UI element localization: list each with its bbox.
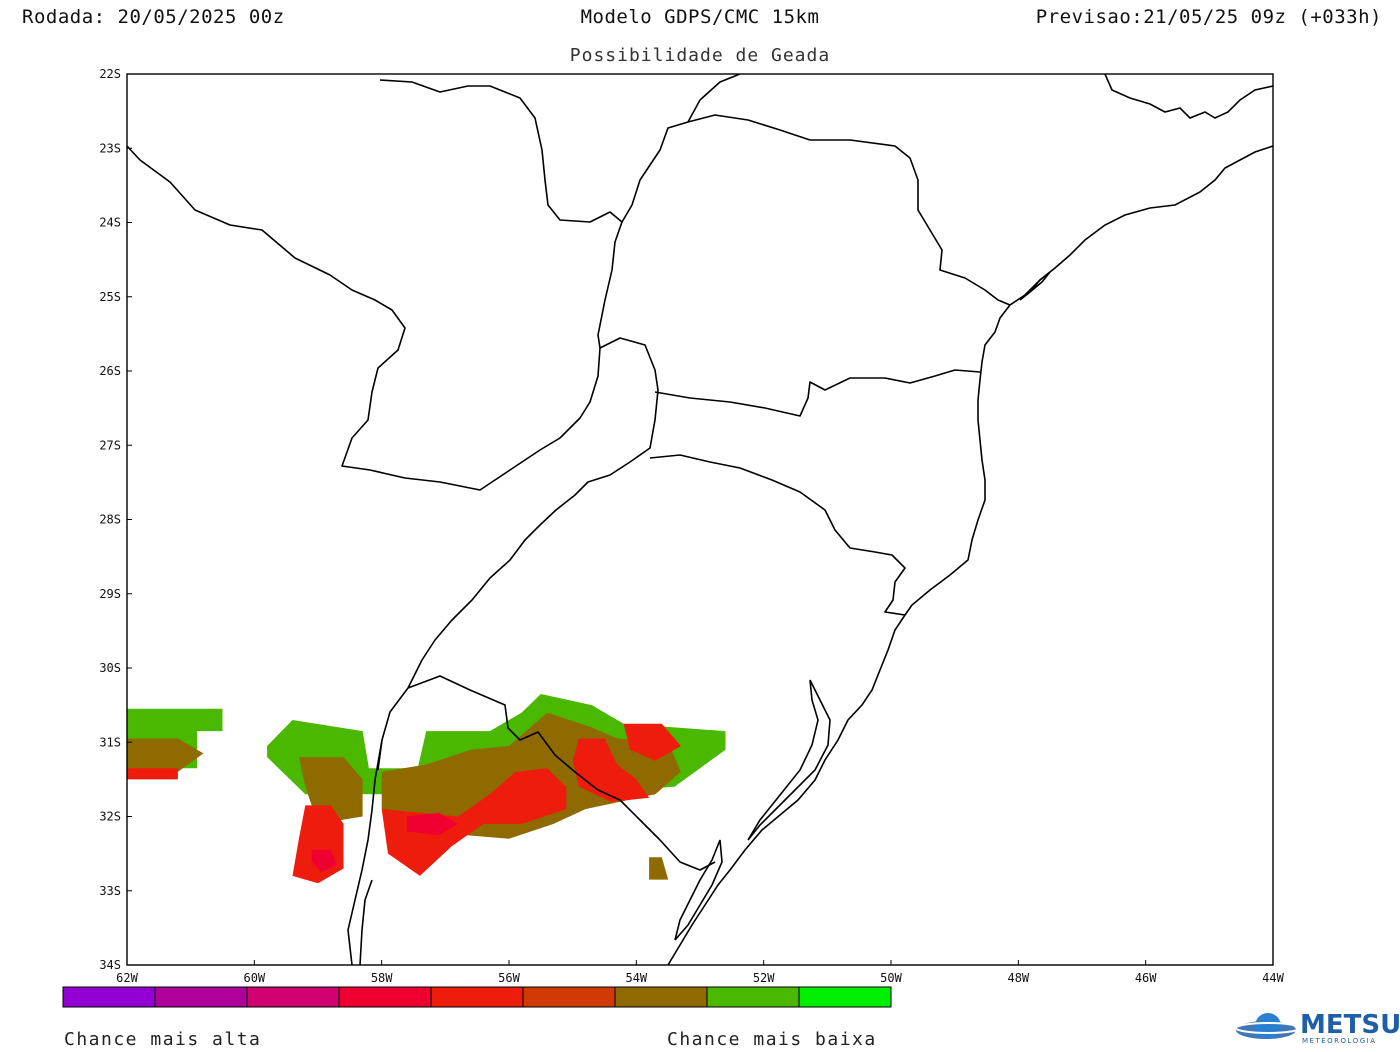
lat-tick-label: 23S (99, 141, 121, 155)
lat-tick-label: 27S (99, 438, 121, 452)
map-frame (126, 73, 1274, 966)
lon-tick-label: 60W (243, 971, 265, 985)
paranagua-coast (1019, 271, 1051, 301)
model-title: Modelo GDPS/CMC 15km (580, 6, 820, 28)
lon-tick-label: 56W (498, 971, 520, 985)
river-uruguay (347, 739, 383, 965)
colorbar-swatch (246, 986, 340, 1008)
lat-tick-label: 25S (99, 290, 121, 304)
border-paraguay-brazil (379, 79, 623, 349)
political-borders (127, 74, 1273, 965)
longitude-ticks: 62W 60W 58W 56W 54W 52W 50W 48W 46W 44W (116, 960, 1285, 985)
colorbar-swatch (798, 986, 892, 1008)
colorbar-swatch (706, 986, 800, 1008)
colorbar-swatch (430, 986, 524, 1008)
lat-tick-label: 31S (99, 735, 121, 749)
lat-tick-label: 28S (99, 513, 121, 527)
colorbar (62, 986, 892, 1008)
metsul-logo (1235, 1013, 1301, 1039)
frost-region-very-high (407, 812, 459, 836)
lat-tick-label: 26S (99, 364, 121, 378)
colorbar-swatch (614, 986, 708, 1008)
colorbar-swatch (338, 986, 432, 1008)
frost-region-mid (649, 857, 669, 880)
colorbar-swatch (62, 986, 156, 1008)
frost-region-very-high (311, 849, 338, 873)
lon-tick-label: 44W (1262, 971, 1284, 985)
lagoa-dos-patos (747, 679, 831, 841)
metsul-logo-subtext: METEOROLOGIA (1302, 1037, 1377, 1045)
frost-regions (127, 694, 726, 884)
lon-tick-label: 50W (880, 971, 902, 985)
map-subtitle: Possibilidade de Geada (569, 45, 831, 66)
lat-tick-label: 29S (99, 587, 121, 601)
frost-region-high (292, 805, 344, 884)
coastline (667, 74, 1273, 965)
border-misiones (377, 337, 659, 771)
lon-tick-label: 54W (625, 971, 647, 985)
river-plata (359, 879, 373, 965)
legend-label-low: Chance mais baixa (667, 1029, 877, 1050)
colorbar-swatch (522, 986, 616, 1008)
lon-tick-label: 62W (116, 971, 138, 985)
lon-tick-label: 52W (753, 971, 775, 985)
lon-tick-label: 46W (1135, 971, 1157, 985)
border-uruguay (407, 675, 716, 871)
border-brazil-ms-pr (621, 114, 1011, 306)
lon-tick-label: 48W (1007, 971, 1029, 985)
frost-region-high (381, 768, 567, 876)
border-brazil-north (687, 74, 741, 123)
legend-label-high: Chance mais alta (64, 1029, 262, 1050)
lat-tick-label: 33S (99, 884, 121, 898)
lat-tick-label: 24S (99, 216, 121, 230)
border-sc-rs (649, 454, 906, 616)
metsul-logo-text: METSUL (1300, 1010, 1400, 1040)
lat-tick-label: 34S (99, 958, 121, 972)
lat-tick-label: 22S (99, 67, 121, 81)
lagoa-mirim (674, 839, 723, 941)
forecast-time-label: Previsao:21/05/25 09z (+033h) (1035, 6, 1382, 28)
colorbar-swatch (154, 986, 248, 1008)
frost-region-mid (127, 738, 204, 772)
lon-tick-label: 58W (371, 971, 393, 985)
frost-region-high (623, 723, 681, 761)
lat-tick-label: 32S (99, 810, 121, 824)
border-paraguay-argentina (127, 145, 601, 491)
lat-tick-label: 30S (99, 661, 121, 675)
border-pr-sc (654, 369, 981, 417)
latitude-ticks: 22S 23S 24S 25S 26S 27S 28S 29S 30S 31S 32S 33S 34S (99, 67, 132, 972)
frost-region-high (127, 768, 178, 780)
run-time-label: Rodada: 20/05/2025 00z (22, 6, 285, 28)
